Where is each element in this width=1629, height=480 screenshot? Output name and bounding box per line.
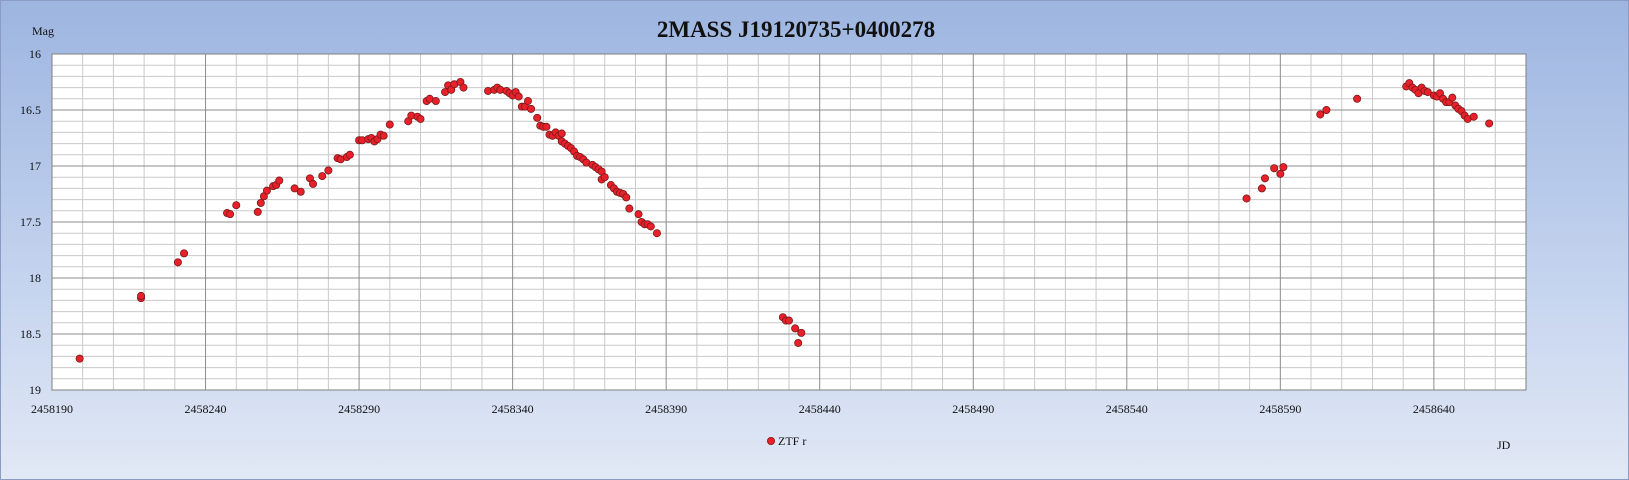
data-point [1279,163,1288,172]
data-point [1260,174,1269,183]
data-point [416,114,425,123]
y-tick-label: 18 [29,271,41,285]
data-point [309,179,318,188]
x-tick-label: 2458240 [185,402,227,416]
data-point [232,201,241,210]
x-tick-label: 2458390 [645,402,687,416]
data-point [523,97,532,106]
y-tick-label: 18.5 [20,327,41,341]
data-point [625,204,634,213]
data-point [785,316,794,325]
data-points [75,78,1494,363]
x-tick-label: 2458290 [338,402,380,416]
legend-label-ztf-r: ZTF r [778,434,806,448]
data-point [318,172,327,181]
data-point [634,210,643,219]
data-point [600,173,609,182]
x-tick-label: 2458540 [1106,402,1148,416]
data-point [794,338,803,347]
data-point [1485,119,1494,128]
data-point [262,186,271,195]
data-point [514,92,523,101]
data-point [557,129,566,138]
data-point [345,150,354,159]
y-tick-label: 16 [29,47,41,61]
data-point [173,258,182,267]
x-tick-label: 2458440 [799,402,841,416]
data-point [1322,106,1331,115]
data-point [275,176,284,185]
data-point [75,354,84,363]
y-tick-label: 17.5 [20,215,41,229]
x-axis-label: JD [1497,438,1511,452]
data-point [797,328,806,337]
y-axis-label: Mag [32,24,54,38]
data-point [1276,169,1285,178]
data-point [226,210,235,219]
data-point [459,83,468,92]
data-point [324,166,333,175]
data-point [791,324,800,333]
data-point [290,184,299,193]
y-tick-labels: 16 16.5 17 17.5 18 18.5 19 [20,47,41,397]
data-point [379,131,388,140]
data-point [180,249,189,258]
data-point [253,207,262,216]
data-point [385,120,394,129]
plot-border [51,53,1527,391]
data-point [431,97,440,106]
y-tick-label: 16.5 [20,103,41,117]
data-point [1257,184,1266,193]
data-point [542,122,551,131]
x-tick-label: 2458590 [1259,402,1301,416]
data-point [1316,110,1325,119]
data-point [1448,93,1457,102]
y-tick-label: 17 [29,159,41,173]
data-point [527,104,536,113]
data-point [1242,194,1251,203]
legend-marker [767,436,776,445]
chart-title: 2MASS J19120735+0400278 [657,17,935,42]
data-point [646,222,655,231]
legend: ZTF r [767,434,806,448]
y-tick-label: 19 [29,383,41,397]
data-point [1353,94,1362,103]
data-point [652,229,661,238]
data-point [533,113,542,122]
data-point [622,193,631,202]
x-tick-label: 2458640 [1413,402,1455,416]
data-point [1469,112,1478,121]
data-point [1270,164,1279,173]
data-point [1423,88,1432,97]
x-tick-label: 2458190 [31,402,73,416]
data-point [296,187,305,196]
x-tick-label: 2458490 [952,402,994,416]
x-tick-labels: 2458190 2458240 2458290 2458340 2458390 24584… [31,402,1455,416]
data-point [256,198,265,207]
x-tick-label: 2458340 [492,402,534,416]
data-point [137,291,146,300]
